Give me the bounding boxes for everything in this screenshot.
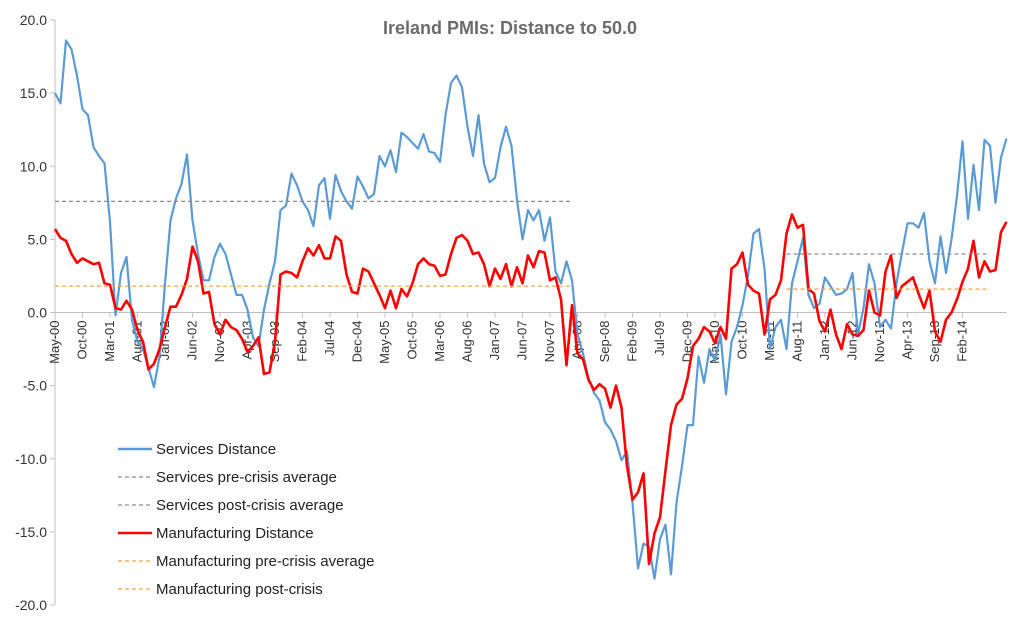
x-tick-label: Jul-09 xyxy=(652,321,667,356)
chart-title: Ireland PMIs: Distance to 50.0 xyxy=(383,18,637,38)
legend-label: Manufacturing pre-crisis average xyxy=(156,553,374,570)
legend-label: Services post-crisis average xyxy=(156,497,344,514)
x-tick-label: Jun-07 xyxy=(515,321,530,361)
y-tick-label: 5.0 xyxy=(28,231,48,247)
x-tick-label: Dec-04 xyxy=(350,321,365,363)
x-tick-label: Feb-14 xyxy=(955,321,970,362)
y-axis: 20.0 15.0 10.0 5.0 0.0 -5.0 -10.0 -15.0 -20.0 xyxy=(15,12,56,613)
y-tick-label: 10.0 xyxy=(20,158,47,174)
x-tick-label: Jun-02 xyxy=(185,321,200,361)
legend-label: Services Distance xyxy=(156,441,276,458)
x-tick-label: Mar-06 xyxy=(432,321,447,362)
legend-label: Manufacturing post-crisis xyxy=(156,581,323,598)
y-tick-label: -5.0 xyxy=(23,378,47,394)
x-tick-label: May-05 xyxy=(377,321,392,364)
x-tick-label: Oct-10 xyxy=(735,321,750,360)
y-tick-label: -10.0 xyxy=(15,451,47,467)
legend-label: Services pre-crisis average xyxy=(156,469,337,486)
x-tick-label: Oct-00 xyxy=(75,321,90,360)
x-tick-label: Jan-07 xyxy=(487,321,502,361)
plot-area xyxy=(53,39,1008,580)
series-line-services-distance xyxy=(54,39,1008,580)
y-tick-label: 0.0 xyxy=(28,305,48,321)
x-tick-label: Jun-12 xyxy=(845,321,860,361)
legend: Services Distance Services pre-crisis ave… xyxy=(118,441,374,598)
x-tick-label: May-00 xyxy=(47,321,62,364)
series-line-manufacturing-distance xyxy=(53,213,1008,566)
y-tick-label: 15.0 xyxy=(20,85,47,101)
x-tick-label: Feb-04 xyxy=(295,321,310,362)
x-tick-label: Nov-07 xyxy=(542,321,557,363)
x-tick-label: Mar-01 xyxy=(102,321,117,362)
y-tick-label: 20.0 xyxy=(20,12,47,28)
x-tick-label: Sep-08 xyxy=(597,321,612,363)
x-tick-label: Jan-12 xyxy=(817,321,832,361)
y-tick-label: -15.0 xyxy=(15,524,47,540)
x-tick-label: Sep-13 xyxy=(927,321,942,363)
x-tick-label: Nov-12 xyxy=(872,321,887,363)
x-tick-label: Aug-06 xyxy=(460,321,475,363)
y-tick-label: -20.0 xyxy=(15,597,47,613)
x-tick-label: Jul-04 xyxy=(322,321,337,356)
legend-label: Manufacturing Distance xyxy=(156,525,314,542)
x-tick-label: Nov-02 xyxy=(212,321,227,363)
x-tick-label: Aug-11 xyxy=(790,321,805,362)
x-tick-label: Oct-05 xyxy=(405,321,420,360)
x-tick-label: Apr-13 xyxy=(900,321,915,360)
x-tick-label: Feb-09 xyxy=(625,321,640,362)
